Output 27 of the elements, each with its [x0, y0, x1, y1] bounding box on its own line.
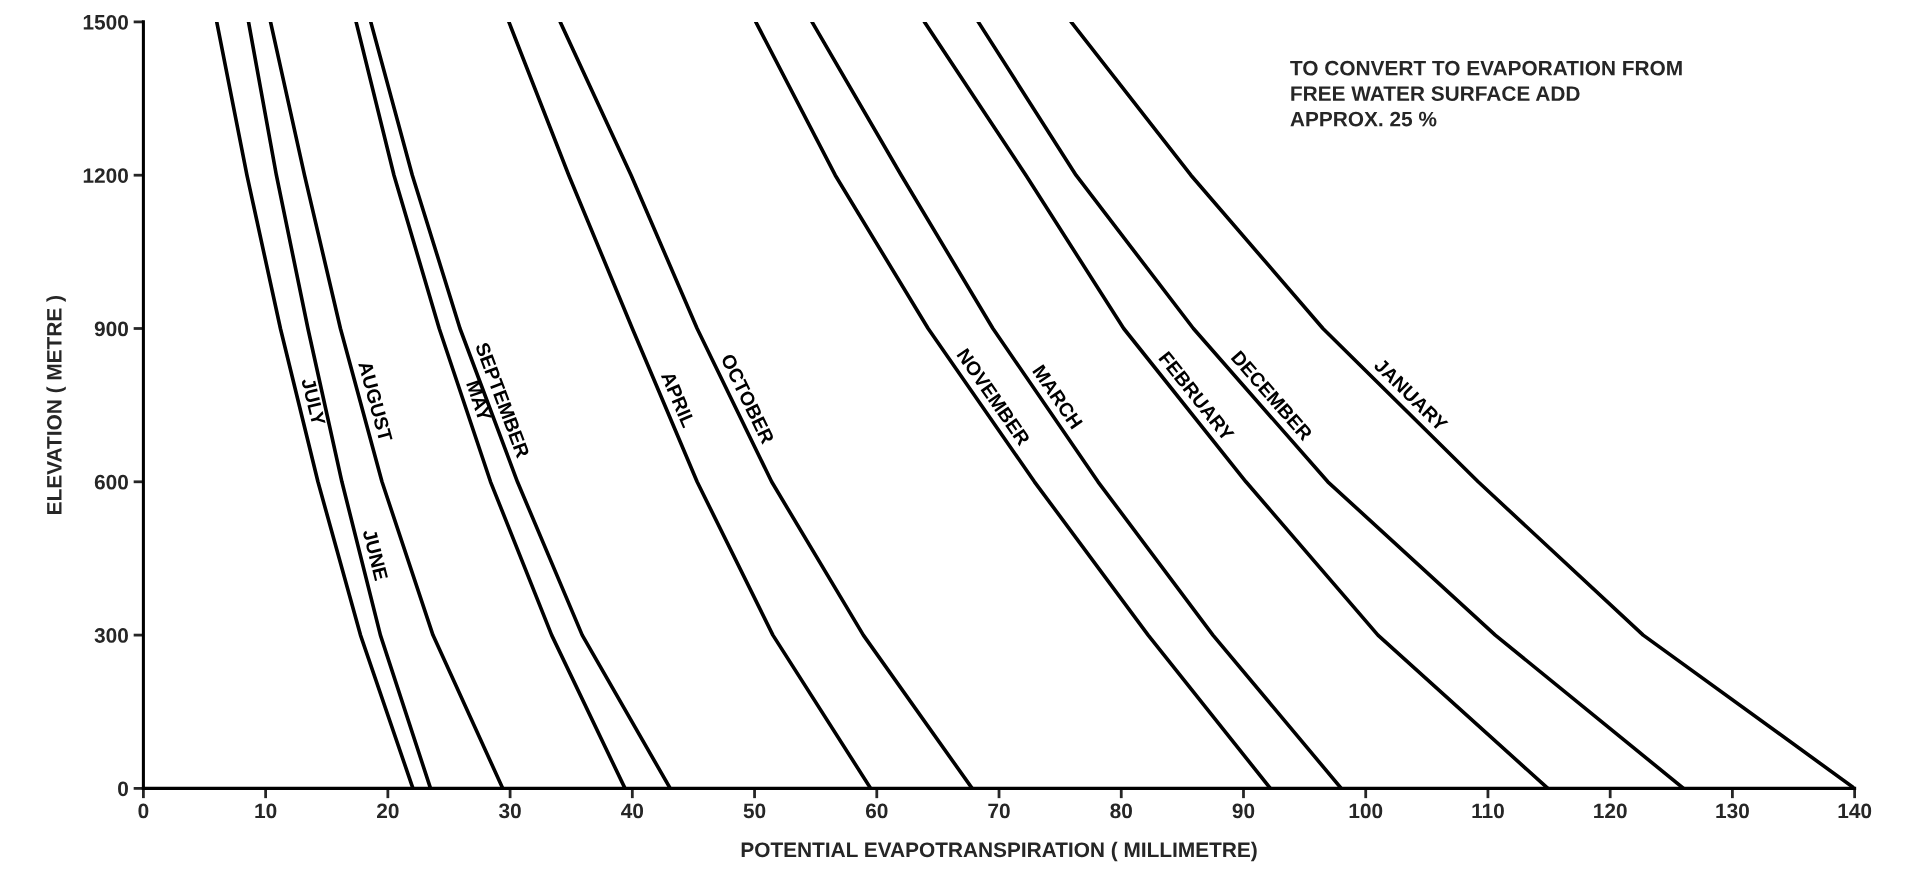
x-tick-label: 90 [1232, 803, 1255, 819]
x-tick-label: 120 [1594, 803, 1627, 819]
annotation: TO CONVERT TO EVAPORATION FROM FREE WATER SURFACE ADD APPROX. 25 % [1290, 60, 1682, 127]
text: JUNE [362, 528, 388, 581]
y-tick-label: 1200 [83, 168, 128, 183]
x-axis-title: POTENTIAL EVAPOTRANSPIRATION ( MILLIMETRE) [741, 841, 1257, 862]
y-tick-label: 900 [94, 321, 128, 337]
y-axis-title: ELEVATION ( METRE ) [46, 296, 66, 514]
y-tick-label: 300 [94, 628, 128, 643]
x-tick-label: 130 [1716, 803, 1749, 819]
x-tick-label: 110 [1472, 803, 1504, 819]
x-tick-label: 100 [1349, 803, 1383, 819]
x-tick-label: 60 [865, 803, 888, 819]
text: APRIL [660, 370, 696, 429]
x-tick-label: 20 [377, 803, 399, 819]
x-tick-label: 0 [138, 803, 149, 819]
y-tick-label: 1500 [83, 14, 128, 30]
x-tick-label: 140 [1838, 803, 1872, 819]
text: JULY [301, 377, 326, 427]
y-tick-label: 600 [94, 474, 128, 490]
x-tick-label: 40 [621, 803, 644, 819]
x-tick-label: 30 [498, 803, 521, 819]
x-tick-label: 10 [255, 803, 277, 819]
x-tick-label: 70 [988, 803, 1010, 819]
x-tick-label: 50 [743, 803, 766, 819]
y-tick-label: 0 [118, 781, 128, 797]
x-tick-label: 80 [1110, 803, 1132, 819]
